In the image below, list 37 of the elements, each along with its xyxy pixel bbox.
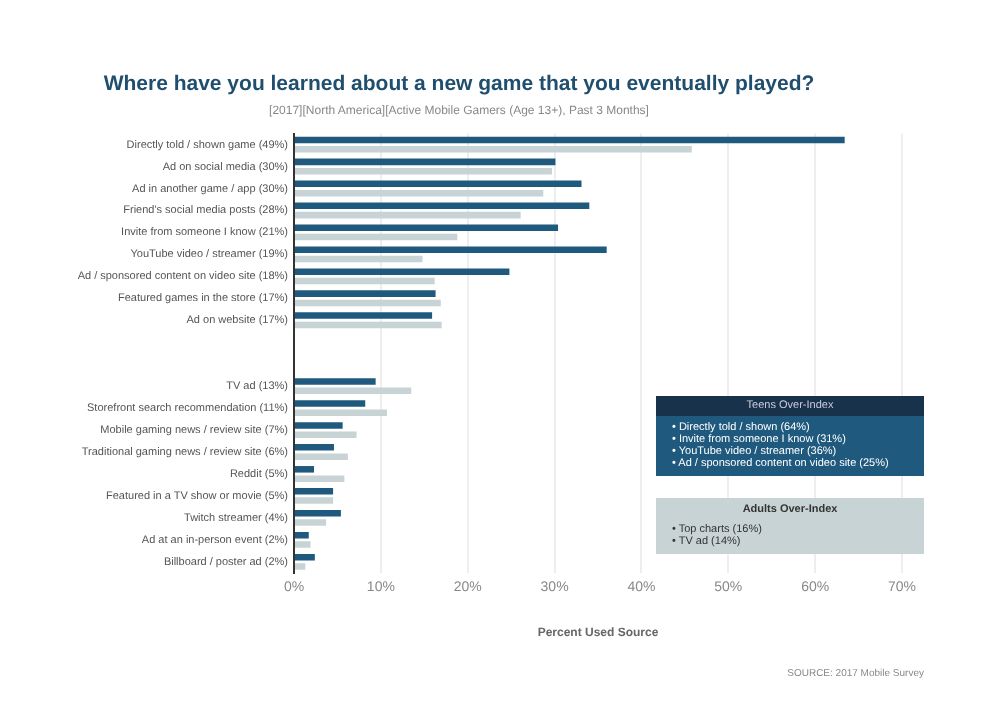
bar bbox=[295, 466, 314, 473]
bar bbox=[295, 145, 692, 153]
bar bbox=[295, 233, 458, 241]
bar bbox=[295, 255, 423, 263]
bar bbox=[295, 378, 376, 385]
bar bbox=[295, 453, 348, 460]
bar bbox=[295, 136, 845, 144]
bar bbox=[295, 202, 590, 210]
bar bbox=[295, 422, 343, 429]
bar bbox=[295, 488, 334, 495]
bar bbox=[295, 167, 552, 175]
bar bbox=[295, 400, 366, 407]
bar bbox=[295, 312, 433, 319]
bar bbox=[295, 519, 327, 526]
bar bbox=[295, 321, 442, 329]
bar bbox=[295, 431, 357, 438]
chart-title: Where have you learned about a new game that you eventually played? bbox=[103, 72, 815, 97]
bar bbox=[295, 290, 436, 297]
bar bbox=[295, 277, 435, 285]
bar bbox=[295, 541, 311, 548]
bar bbox=[295, 444, 334, 451]
bar bbox=[295, 268, 510, 275]
bar bbox=[295, 387, 412, 395]
bar bbox=[295, 409, 387, 417]
bar bbox=[295, 158, 556, 166]
bar bbox=[295, 211, 521, 219]
bar bbox=[295, 224, 559, 232]
bar bbox=[295, 509, 341, 517]
bar bbox=[295, 531, 309, 539]
bar bbox=[295, 497, 334, 504]
bar bbox=[295, 553, 315, 561]
bar bbox=[295, 299, 441, 307]
bar bbox=[295, 180, 582, 188]
bar bbox=[295, 246, 607, 253]
bar bbox=[295, 563, 306, 570]
bar bbox=[295, 189, 544, 197]
bar bbox=[295, 475, 345, 482]
